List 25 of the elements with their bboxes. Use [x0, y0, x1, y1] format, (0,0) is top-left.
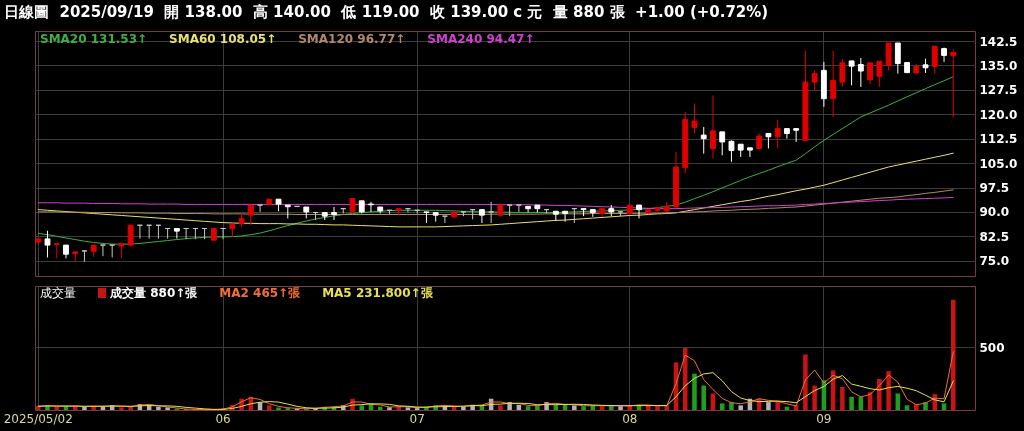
- y-tick-label: 500: [979, 340, 1005, 355]
- y-tick-label: 75.0: [979, 254, 1010, 269]
- chart-title: 成交量: [40, 285, 76, 302]
- x-tick-label: 08: [622, 411, 638, 426]
- legend-label: 成交量 880↑張: [109, 285, 198, 302]
- x-tick-label: 07: [409, 411, 425, 426]
- y-tick-label: 127.5: [979, 83, 1018, 98]
- x-tick-label: 09: [816, 411, 832, 426]
- text: MA2 465↑張: [219, 285, 301, 302]
- text: SMA120 96.77↑: [298, 32, 406, 46]
- x-tick-label: 2025/05/02: [3, 411, 73, 426]
- y-tick-label: 142.5: [979, 34, 1018, 49]
- chart-title: 日線圖 2025/09/19 開 138.00 高 140.00 低 119.00 收 139.00 c 元 量 880 張 +1.00 (+0.72%): [4, 3, 769, 22]
- text: MA5 231.800↑張: [322, 285, 433, 302]
- y-tick-label: 97.5: [979, 181, 1010, 195]
- y-tick-label: 135.0: [979, 58, 1018, 73]
- y-tick-label: 120.0: [979, 107, 1018, 122]
- text: SMA20 131.53↑: [40, 32, 148, 46]
- y-tick-label: 82.5: [979, 229, 1010, 244]
- y-tick-label: 90.0: [979, 205, 1010, 220]
- y-tick-label: 105.0: [979, 156, 1018, 171]
- y-tick-label: 112.5: [979, 132, 1018, 147]
- x-tick-label: 06: [215, 411, 231, 426]
- text: SMA240 94.47↑: [427, 32, 535, 46]
- text: SMA60 108.05↑: [169, 32, 277, 46]
